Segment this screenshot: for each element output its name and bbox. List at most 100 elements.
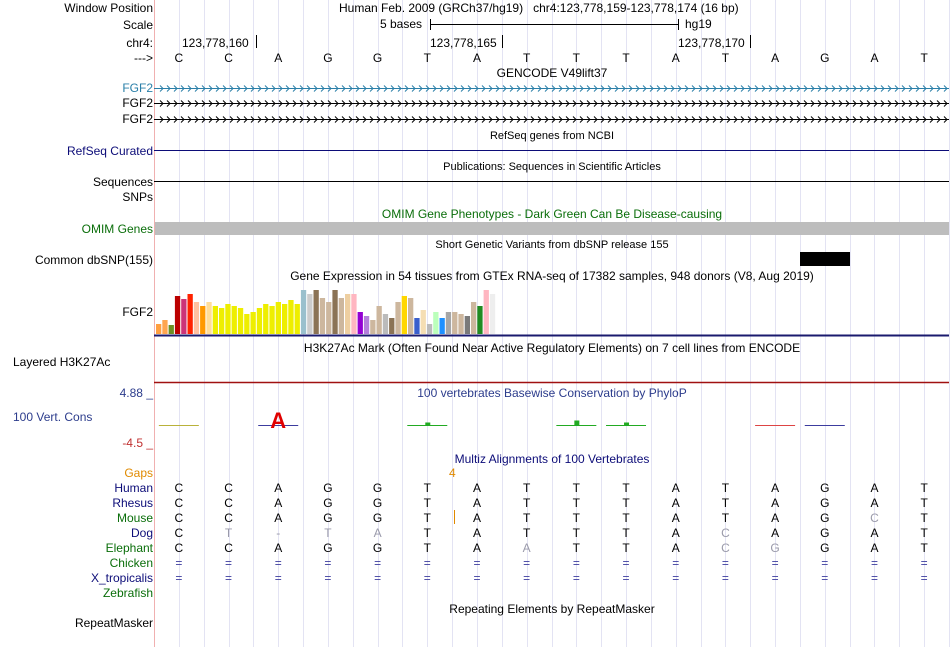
aligned-base: = [721,571,729,585]
publications-track-label[interactable]: Sequences [92,175,153,189]
gtex-bar [477,306,483,334]
aligned-base: = [622,571,630,585]
aligned-base: C [224,481,233,495]
phylop-logo-letter: A [270,408,286,433]
aligned-base: T [622,541,630,555]
species-label[interactable]: Chicken [109,556,153,570]
gencode-gene-label[interactable]: FGF2 [122,96,153,110]
reference-base: G [820,51,830,65]
aligned-base: G [820,511,830,525]
gencode-gene-label[interactable]: FGF2 [122,112,153,126]
gtex-bar [489,294,496,334]
aligned-base: = [572,571,580,585]
assembly-name: Human Feb. 2009 (GRCh37/hg19) [339,1,524,15]
aligned-base: A [870,526,879,540]
aligned-base: T [423,496,431,510]
aligned-base: T [522,526,531,540]
species-label[interactable]: Elephant [105,541,153,555]
omim-track-label[interactable]: OMIM Genes [81,222,153,236]
aligned-base: T [721,511,730,525]
gtex-bar [332,290,338,334]
gtex-track-title[interactable]: Gene Expression in 54 tissues from GTEx … [290,269,814,283]
species-label[interactable]: Rhesus [112,496,153,510]
gtex-bar [395,302,401,334]
gtex-bar [370,320,376,334]
gtex-bar [433,312,439,334]
gtex-bar [307,294,313,334]
dbsnp-track-title[interactable]: Short Genetic Variants from dbSNP releas… [435,239,669,251]
aligned-base: A [522,541,531,555]
reference-base: T [920,51,928,65]
gtex-bar [464,316,470,334]
gtex-bar [181,299,187,334]
aligned-base: A [771,511,780,525]
gencode-track-title[interactable]: GENCODE V49lift37 [496,66,608,80]
phylop-score-bar [624,422,630,426]
snps-track-label[interactable]: SNPs [122,190,153,204]
reference-base: A [274,51,283,65]
gtex-track-label[interactable]: FGF2 [122,305,153,319]
species-label[interactable]: Dog [130,526,153,540]
aligned-base: = [870,571,878,585]
aligned-base: = [274,571,282,585]
ruler-tick-label: 123,778,160 [182,36,249,50]
species-label[interactable]: Zebrafish [102,586,153,600]
aligned-base: A [771,481,780,495]
aligned-base: C [721,526,730,540]
gtex-bar [162,320,168,334]
species-label[interactable]: Human [114,481,153,495]
gtex-bar [168,325,174,334]
h3k27ac-track-label[interactable]: Layered H3K27Ac [13,355,111,369]
reference-base: A [771,51,780,65]
gtex-bar [414,318,420,334]
species-label[interactable]: Mouse [116,511,153,525]
refseq-track-label[interactable]: RefSeq Curated [66,144,153,158]
h3k27ac-track-title[interactable]: H3K27Ac Mark (Often Found Near Active Re… [303,341,801,355]
aligned-base: A [472,526,481,540]
gtex-bar [483,290,489,334]
phylop-score-bar [425,422,431,426]
aligned-base: T [622,511,630,525]
aligned-base: = [473,571,481,585]
aligned-base: G [323,541,333,555]
gtex-bar [420,310,426,334]
publications-track-title[interactable]: Publications: Sequences in Scientific Ar… [443,161,661,173]
reference-base: G [323,51,333,65]
aligned-base: T [522,496,531,510]
aligned-base: = [920,571,928,585]
repeatmasker-track-label[interactable]: RepeatMasker [74,616,153,630]
aligned-base: C [721,541,730,555]
aligned-base: T [622,526,630,540]
aligned-base: C [174,481,184,495]
aligned-base: G [323,481,333,495]
aligned-base: C [174,541,184,555]
aligned-base: = [523,571,531,585]
gtex-bar [156,324,162,334]
refseq-track-title[interactable]: RefSeq genes from NCBI [489,130,615,142]
aligned-base: A [870,496,879,510]
strand-label: ---> [134,51,153,65]
gencode-gene-label[interactable]: FGF2 [122,81,153,95]
aligned-base: T [423,541,431,555]
window-position[interactable]: chr4:123,778,159-123,778,174 (16 bp) [533,1,739,15]
reference-base: T [622,51,630,65]
repeatmasker-track-title[interactable]: Repeating Elements by RepeatMasker [449,602,655,616]
gaps-label[interactable]: Gaps [124,466,153,480]
gtex-bar [269,306,275,334]
phylop-track-label[interactable]: 100 Vert. Cons [13,410,93,424]
aligned-base: C [224,541,233,555]
aligned-base: A [671,511,680,525]
gtex-bar [471,302,477,334]
gtex-bar [193,302,200,334]
gtex-bar [275,302,281,334]
aligned-base: = [870,556,878,570]
aligned-base: = [423,571,431,585]
phylop-track-title[interactable]: 100 vertebrates Basewise Conservation by… [417,386,687,400]
dbsnp-track-label[interactable]: Common dbSNP(155) [34,253,153,267]
multiz-track-title[interactable]: Multiz Alignments of 100 Vertebrates [454,452,650,466]
aligned-base: = [523,556,531,570]
species-label[interactable]: X_tropicalis [90,571,153,585]
omim-track-title[interactable]: OMIM Gene Phenotypes - Dark Green Can Be… [381,207,723,221]
aligned-base: A [671,496,680,510]
